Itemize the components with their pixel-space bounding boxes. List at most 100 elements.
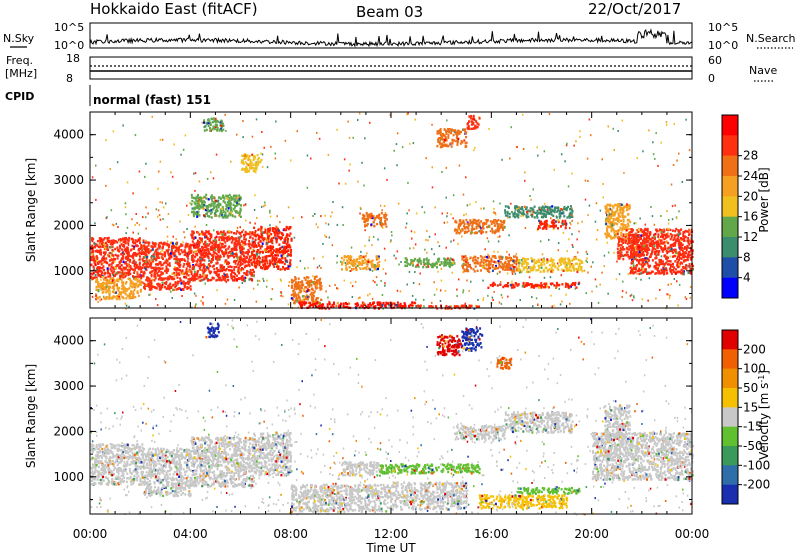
echo-cell [142, 239, 145, 242]
echo-cell [257, 259, 260, 263]
echo-cell [184, 281, 187, 285]
scatter-cell [112, 224, 115, 227]
scatter-cell [680, 239, 683, 242]
echo-cell [146, 250, 149, 253]
echo-cell [95, 243, 98, 246]
echo-cell [514, 215, 517, 219]
echo-cell [207, 198, 210, 201]
echo-cell [239, 207, 242, 210]
echo-cell [120, 243, 123, 246]
echo-cell [463, 227, 466, 230]
echo-cell [171, 272, 174, 275]
scatter-cell [381, 294, 384, 296]
scatter-cell [383, 167, 386, 170]
echo-cell [249, 246, 252, 250]
scatter-cell [530, 198, 532, 201]
echo-cell [223, 196, 226, 199]
echo-cell [179, 287, 182, 290]
scatter-cell [242, 229, 245, 232]
echo-cell [572, 282, 575, 285]
echo-cell [122, 291, 125, 294]
echo-cell [355, 268, 358, 271]
echo-cell [218, 273, 220, 276]
scatter-cell [395, 143, 398, 146]
scatter-cell [382, 268, 385, 271]
scatter-cell [381, 209, 383, 212]
scatter-cell [350, 246, 353, 249]
scatter-cell [122, 124, 124, 127]
scatter-cell [441, 171, 443, 173]
echo-cell [552, 221, 554, 225]
echo-cell [210, 248, 212, 251]
scatter-cell [565, 144, 568, 147]
echo-cell [571, 259, 574, 262]
echo-cell [101, 285, 104, 289]
echo-cell [132, 239, 135, 242]
scatter-cell [571, 207, 573, 210]
scatter-cell [332, 201, 334, 203]
echo-cell [110, 277, 112, 281]
echo-cell [119, 265, 122, 268]
echo-cell [275, 241, 278, 244]
echo-cell [385, 225, 388, 228]
scatter-cell [459, 232, 461, 235]
echo-cell [404, 264, 407, 267]
echo-cell [158, 276, 161, 280]
echo-cell [233, 242, 236, 245]
echo-cell [276, 260, 279, 263]
echo-cell [210, 246, 213, 250]
scatter-cell [288, 281, 291, 283]
echo-cell [133, 262, 136, 265]
echo-cell [210, 260, 213, 264]
echo-cell [220, 207, 223, 210]
scatter-cell [621, 295, 623, 298]
scatter-cell [310, 157, 312, 160]
scatter-cell [261, 165, 264, 168]
echo-cell [569, 205, 572, 208]
scatter-cell [325, 236, 327, 238]
echo-cell [240, 247, 243, 250]
scatter-cell [153, 252, 156, 255]
echo-cell [240, 277, 242, 280]
scatter-cell [674, 204, 676, 207]
echo-cell [202, 263, 205, 266]
echo-cell [232, 275, 235, 278]
echo-cell [202, 258, 205, 261]
echo-cell [534, 283, 537, 287]
scatter-cell [519, 299, 521, 302]
scatter-cell [134, 224, 136, 226]
echo-cell [533, 258, 536, 262]
echo-cell [515, 259, 518, 262]
echo-cell [139, 239, 142, 242]
echo-cell [91, 236, 94, 240]
scatter-cell [528, 276, 531, 279]
echo-cell [289, 259, 292, 262]
echo-cell [160, 271, 163, 274]
echo-cell [318, 304, 321, 307]
scatter-cell [462, 193, 465, 196]
echo-cell [366, 222, 369, 226]
echo-cell [134, 278, 136, 281]
echo-cell [224, 201, 227, 204]
echo-cell [180, 249, 183, 252]
echo-cell [108, 251, 111, 255]
echo-cell [255, 261, 258, 264]
echo-cell [225, 203, 228, 206]
scatter-cell [636, 272, 638, 275]
echo-cell [362, 216, 365, 219]
echo-cell [513, 211, 516, 214]
scatter-cell [462, 291, 464, 294]
echo-cell [248, 232, 251, 236]
echo-cell [134, 251, 137, 255]
scatter-cell [552, 228, 555, 231]
echo-cell [129, 295, 132, 299]
scatter-cell [618, 273, 621, 276]
echo-cell [214, 214, 217, 217]
echo-cell [131, 244, 134, 247]
echo-cell [156, 255, 159, 258]
echo-cell [230, 241, 233, 244]
echo-cell [193, 270, 196, 274]
scatter-cell [342, 224, 344, 226]
echo-cell [510, 286, 513, 289]
echo-cell [183, 263, 186, 266]
